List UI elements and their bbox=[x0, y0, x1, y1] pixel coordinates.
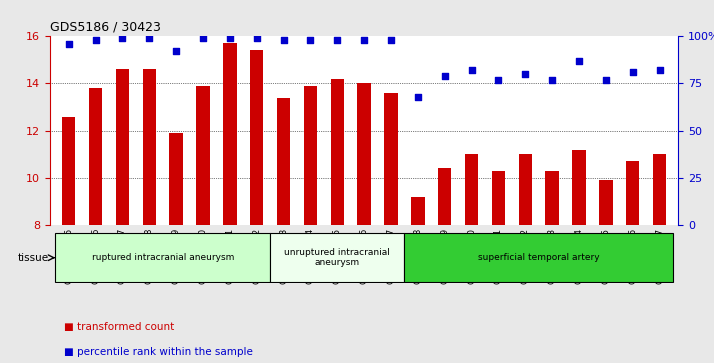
Text: ■ transformed count: ■ transformed count bbox=[64, 322, 174, 332]
Point bbox=[224, 35, 236, 41]
Point bbox=[144, 35, 155, 41]
FancyBboxPatch shape bbox=[56, 233, 270, 282]
Bar bbox=[62, 117, 76, 225]
Bar bbox=[438, 168, 451, 225]
Point bbox=[278, 37, 289, 43]
Point bbox=[654, 68, 665, 73]
Text: superficial temporal artery: superficial temporal artery bbox=[478, 253, 600, 262]
Point bbox=[63, 41, 74, 47]
Bar bbox=[492, 171, 505, 225]
Bar bbox=[599, 180, 613, 225]
Bar bbox=[143, 69, 156, 225]
Bar bbox=[518, 154, 532, 225]
Text: ■ percentile rank within the sample: ■ percentile rank within the sample bbox=[64, 347, 253, 357]
Point bbox=[386, 37, 397, 43]
Point bbox=[439, 73, 451, 79]
Point bbox=[546, 77, 558, 83]
Bar bbox=[358, 83, 371, 225]
Bar bbox=[331, 79, 344, 225]
Text: tissue: tissue bbox=[18, 253, 49, 263]
Point bbox=[197, 35, 208, 41]
Text: GDS5186 / 30423: GDS5186 / 30423 bbox=[50, 21, 161, 34]
Bar bbox=[250, 50, 263, 225]
Bar bbox=[653, 154, 666, 225]
Point bbox=[627, 69, 638, 75]
Point bbox=[466, 68, 477, 73]
Bar bbox=[411, 197, 425, 225]
Point bbox=[171, 49, 182, 54]
FancyBboxPatch shape bbox=[404, 233, 673, 282]
Bar bbox=[572, 150, 585, 225]
Bar bbox=[465, 154, 478, 225]
Bar bbox=[169, 133, 183, 225]
Bar bbox=[277, 98, 291, 225]
Bar bbox=[116, 69, 129, 225]
Point bbox=[251, 35, 263, 41]
Text: unruptured intracranial
aneurysm: unruptured intracranial aneurysm bbox=[284, 248, 391, 268]
Point bbox=[520, 71, 531, 77]
Bar bbox=[223, 44, 236, 225]
Point bbox=[600, 77, 611, 83]
Point bbox=[117, 35, 129, 41]
FancyBboxPatch shape bbox=[270, 233, 404, 282]
Bar bbox=[89, 88, 102, 225]
Bar bbox=[384, 93, 398, 225]
Bar bbox=[196, 86, 210, 225]
Point bbox=[573, 58, 585, 64]
Point bbox=[412, 94, 423, 99]
Text: ruptured intracranial aneurysm: ruptured intracranial aneurysm bbox=[91, 253, 234, 262]
Point bbox=[90, 37, 101, 43]
Point bbox=[358, 37, 370, 43]
Point bbox=[493, 77, 504, 83]
Bar bbox=[626, 161, 639, 225]
Bar bbox=[545, 171, 559, 225]
Bar bbox=[303, 86, 317, 225]
Point bbox=[331, 37, 343, 43]
Point bbox=[305, 37, 316, 43]
